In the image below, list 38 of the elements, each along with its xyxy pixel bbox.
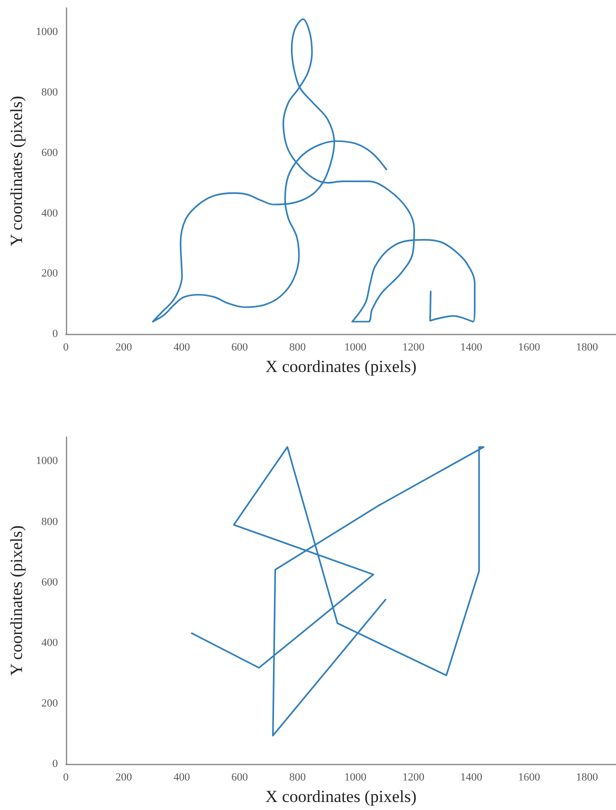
y-axis-title: Y coordinates (pixels) bbox=[7, 96, 26, 246]
y-tick-label: 200 bbox=[41, 698, 58, 710]
y-tick-label: 0 bbox=[52, 328, 58, 340]
y-tick-label: 800 bbox=[41, 86, 58, 99]
x-tick-label: 600 bbox=[231, 342, 248, 354]
x-tick-label: 800 bbox=[289, 772, 306, 784]
y-tick-label: 400 bbox=[41, 207, 58, 220]
x-tick-label: 1400 bbox=[460, 772, 483, 784]
x-tick-label: 1600 bbox=[518, 772, 541, 784]
x-tick-label: 1400 bbox=[460, 342, 483, 354]
y-tick-label: 800 bbox=[41, 516, 58, 528]
x-tick-label: 0 bbox=[63, 342, 70, 354]
y-axis-title: Y coordinates (pixels) bbox=[7, 525, 26, 676]
x-tick-label: 400 bbox=[173, 342, 190, 354]
x-axis-title: X coordinates (pixels) bbox=[265, 787, 416, 806]
x-tick-label: 1800 bbox=[576, 342, 599, 354]
x-tick-label: 1600 bbox=[518, 342, 541, 354]
y-tick-label: 1000 bbox=[36, 26, 58, 38]
x-tick-label: 1200 bbox=[402, 772, 425, 784]
y-tick-label: 400 bbox=[41, 636, 58, 649]
y-tick-label: 0 bbox=[52, 758, 58, 770]
x-tick-label: 1000 bbox=[344, 342, 367, 354]
x-tick-label: 200 bbox=[116, 342, 133, 354]
x-tick-label: 1800 bbox=[576, 772, 599, 784]
line-series bbox=[191, 446, 484, 736]
x-tick-label: 400 bbox=[173, 772, 190, 784]
y-tick-label: 600 bbox=[41, 146, 58, 159]
y-tick-label: 1000 bbox=[36, 455, 58, 468]
line-series bbox=[152, 18, 476, 322]
x-axis-title: X coordinates (pixels) bbox=[265, 356, 416, 376]
y-tick-label: 200 bbox=[41, 268, 58, 280]
x-tick-label: 800 bbox=[289, 342, 306, 354]
x-tick-label: 0 bbox=[63, 772, 70, 784]
x-tick-label: 1200 bbox=[402, 342, 425, 354]
x-tick-label: 1000 bbox=[344, 772, 367, 784]
x-tick-label: 200 bbox=[116, 772, 133, 784]
x-tick-label: 600 bbox=[231, 772, 248, 784]
y-tick-label: 600 bbox=[41, 576, 58, 588]
